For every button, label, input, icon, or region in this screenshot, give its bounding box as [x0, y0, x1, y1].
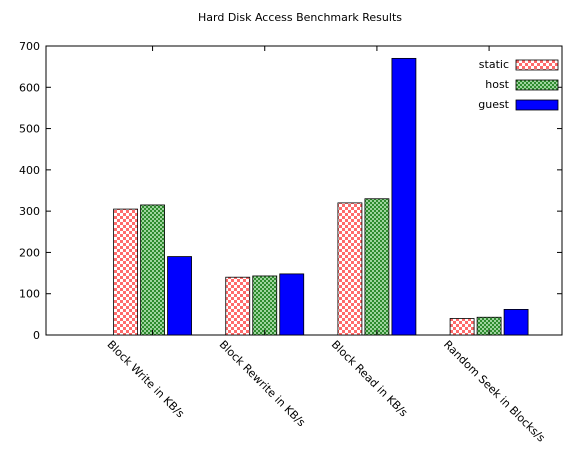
- bar-guest: [391, 57, 417, 336]
- y-tick-label: 400: [19, 164, 40, 177]
- x-tick-label: Block Write in KB/s: [104, 338, 187, 421]
- bar-guest: [279, 273, 305, 336]
- x-tick-label: Block Read in KB/s: [329, 338, 411, 420]
- bar-static: [449, 318, 475, 336]
- legend-swatch-static: [515, 59, 559, 71]
- legend-label-host: host: [485, 78, 509, 91]
- legend-swatch-host: [515, 79, 559, 91]
- y-tick-label: 700: [19, 40, 40, 53]
- y-tick-label: 100: [19, 288, 40, 301]
- legend-label-guest: guest: [478, 98, 509, 111]
- x-tick-label: Random Seek in Blocks/s: [441, 338, 548, 445]
- x-tick-label: Block Rewrite in KB/s: [217, 338, 308, 429]
- bar-host: [364, 198, 390, 336]
- y-tick-label: 600: [19, 81, 40, 94]
- legend-swatch-guest: [515, 99, 559, 111]
- y-tick-label: 0: [33, 329, 40, 342]
- chart-title: Hard Disk Access Benchmark Results: [198, 11, 402, 24]
- bar-guest: [167, 256, 192, 336]
- bar-static: [225, 276, 251, 336]
- bar-host: [252, 275, 278, 336]
- y-tick-label: 300: [19, 205, 40, 218]
- bar-host: [140, 204, 165, 336]
- y-tick-label: 500: [19, 123, 40, 136]
- bar-static: [113, 208, 138, 336]
- bar-guest: [503, 309, 529, 336]
- y-tick-label: 200: [19, 246, 40, 259]
- bar-static: [337, 202, 363, 336]
- legend-label-static: static: [479, 58, 509, 71]
